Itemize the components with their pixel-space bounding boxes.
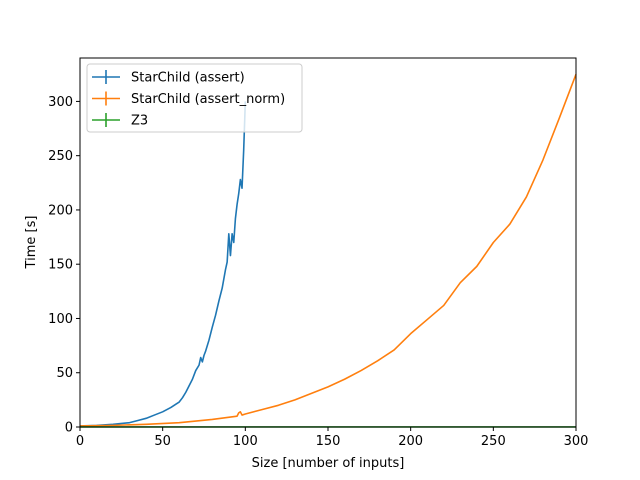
y-tick-label: 0	[65, 421, 73, 436]
y-tick-label: 50	[56, 366, 73, 381]
y-tick-label: 300	[48, 95, 73, 110]
y-tick-label: 200	[48, 203, 73, 218]
legend-label: StarChild (assert)	[131, 71, 245, 86]
x-tick-label: 200	[398, 434, 423, 449]
x-tick-label: 50	[154, 434, 171, 449]
y-axis-label: Time [s]	[24, 216, 39, 270]
x-axis-label: Size [number of inputs]	[252, 456, 405, 471]
legend-entry: Z3	[92, 113, 148, 129]
legend-box	[86, 63, 303, 133]
legend-label: Z3	[131, 114, 148, 129]
y-tick-label: 150	[48, 258, 73, 273]
series-line-0	[79, 101, 247, 427]
x-tick-label: 250	[481, 434, 506, 449]
legend: StarChild (assert) StarChild (assert_norm…	[86, 63, 303, 133]
x-tick-label: 0	[76, 434, 84, 449]
series-line-1	[79, 73, 577, 427]
x-axis: 0 50 100 150 200 250 300	[76, 427, 589, 449]
y-tick-label: 250	[48, 149, 73, 164]
x-tick-label: 300	[564, 434, 589, 449]
x-tick-label: 100	[233, 434, 258, 449]
legend-entry: StarChild (assert)	[92, 70, 245, 86]
y-tick-label: 100	[48, 312, 73, 327]
legend-entry: StarChild (assert_norm)	[92, 91, 285, 107]
x-tick-label: 150	[316, 434, 341, 449]
y-axis: 0 50 100 150 200 250 300	[48, 95, 80, 436]
legend-label: StarChild (assert_norm)	[131, 92, 285, 107]
